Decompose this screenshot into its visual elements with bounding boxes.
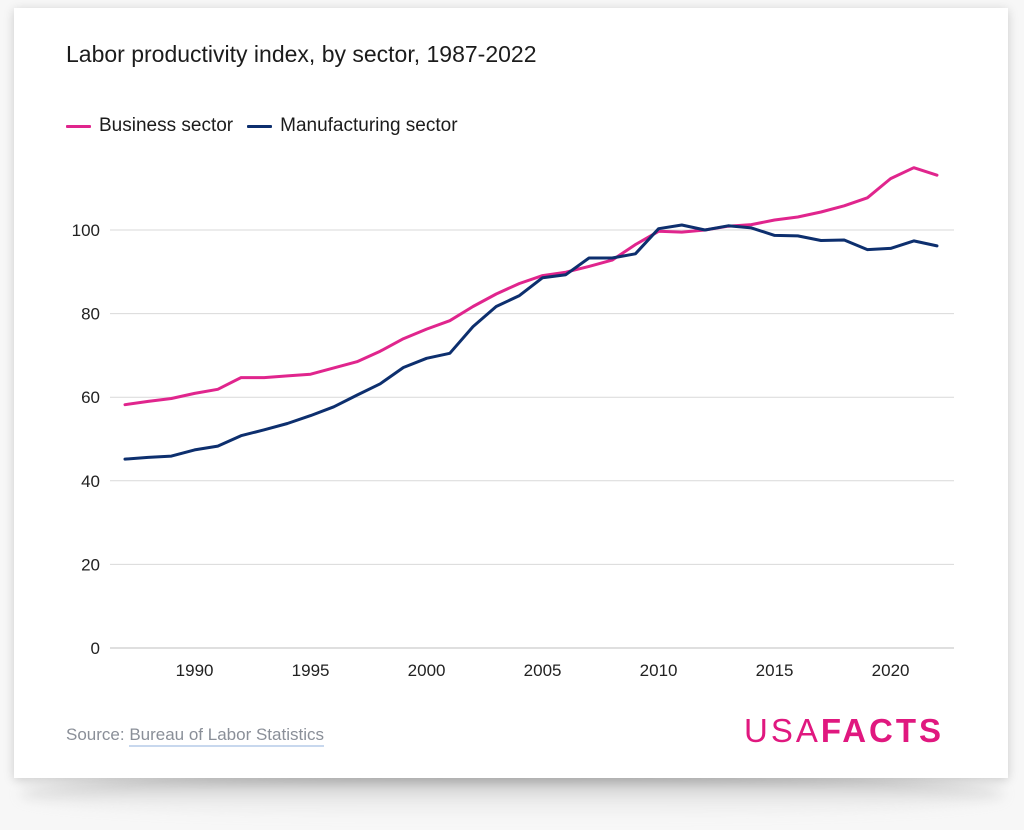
y-tick-label: 60 [81,388,100,407]
legend-item-business[interactable]: Business sector [66,115,233,137]
legend-label-business: Business sector [99,115,234,136]
usafacts-logo[interactable]: USAFACTS [744,712,944,750]
x-tick-label: 2010 [640,661,678,680]
chart-legend: Business sector Manufacturing sector [66,115,472,137]
legend-item-manufacturing[interactable]: Manufacturing sector [247,115,458,137]
x-tick-label: 2015 [756,661,794,680]
logo-usa: USA [744,712,821,749]
chart-card: Labor productivity index, by sector, 198… [14,8,1008,778]
series-line-manufacturing[interactable] [123,223,939,461]
x-tick-label: 1995 [292,661,330,680]
x-tick-label: 2020 [872,661,910,680]
legend-swatch-business [66,124,91,128]
card-shadow [20,770,1004,818]
series-lines [123,166,939,461]
chart-title: Labor productivity index, by sector, 198… [66,41,537,67]
y-tick-label: 100 [72,221,100,240]
logo-facts: FACTS [820,712,945,749]
line-chart: 0 20 40 60 80 100 1990 1995 2000 2005 2010 2015 202… [72,166,954,680]
x-tick-label: 2000 [408,661,446,680]
legend-label-manufacturing: Manufacturing sector [280,115,458,136]
y-tick-label: 80 [81,305,100,324]
x-axis-ticks: 1990 1995 2000 2005 2010 2015 2020 [176,661,910,680]
x-tick-label: 1990 [176,661,214,680]
source-prefix: Source: [66,725,130,744]
source-note: Source: Bureau of Labor Statistics [66,725,324,747]
series-line-business[interactable] [123,166,939,407]
y-tick-label: 20 [81,555,100,574]
legend-swatch-manufacturing [247,124,273,128]
grid-lines [110,229,954,649]
y-tick-label: 0 [91,639,100,658]
x-tick-label: 2005 [524,661,562,680]
source-link[interactable]: Bureau of Labor Statistics [129,725,324,747]
y-tick-label: 40 [81,472,100,491]
y-axis-ticks: 0 20 40 60 80 100 [72,221,100,658]
